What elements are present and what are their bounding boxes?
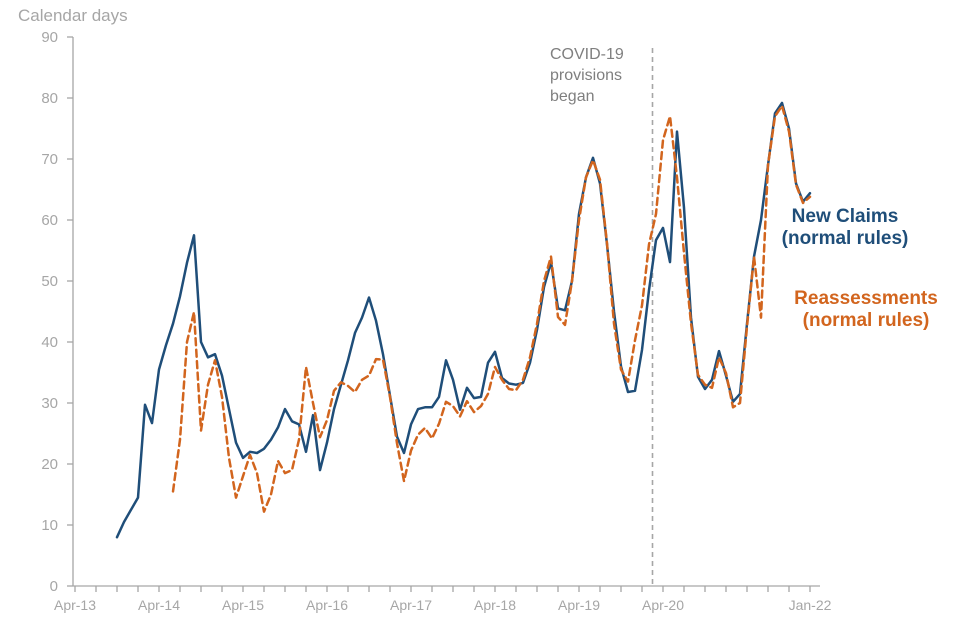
series-new_claims-line	[115, 101, 812, 539]
x-tick-label: Apr-14	[138, 597, 180, 613]
y-tick-label: 70	[41, 151, 58, 168]
legend-new-claims-name: New Claims	[791, 206, 899, 227]
legend-reassessments: Reassessments (normal rules)	[746, 288, 960, 332]
y-tick-label: 30	[41, 395, 58, 412]
x-tick-label: Apr-16	[306, 597, 348, 613]
legend-new-claims-qualifier: (normal rules)	[781, 228, 909, 249]
covid-annotation: COVID-19 provisions began	[550, 44, 624, 107]
x-tick-label: Jan-22	[789, 597, 832, 613]
y-tick-label: 50	[41, 273, 58, 290]
y-tick-label: 10	[41, 517, 58, 534]
legend-reassessments-qualifier: (normal rules)	[802, 310, 930, 331]
covid-annotation-line2: provisions	[550, 67, 623, 84]
y-tick-label: 0	[50, 578, 58, 595]
y-tick-label: 60	[41, 212, 58, 229]
legend-reassessments-name: Reassessments	[794, 288, 938, 309]
x-tick-label: Apr-15	[222, 597, 264, 613]
y-tick-label: 90	[41, 29, 58, 46]
x-tick-label: Apr-17	[390, 597, 432, 613]
x-tick-label: Apr-19	[558, 597, 600, 613]
x-tick-label: Apr-18	[474, 597, 516, 613]
x-tick-label: Apr-13	[54, 597, 96, 613]
legend-new-claims: New Claims (normal rules)	[745, 206, 945, 250]
y-axis-title: Calendar days	[18, 6, 128, 25]
series-reassessments-line	[171, 104, 812, 513]
covid-annotation-line1: COVID-19	[550, 46, 624, 63]
covid-annotation-line3: began	[550, 88, 595, 105]
y-tick-label: 40	[41, 334, 58, 351]
x-tick-label: Apr-20	[642, 597, 684, 613]
y-tick-label: 80	[41, 90, 58, 107]
y-tick-label: 20	[41, 456, 58, 473]
